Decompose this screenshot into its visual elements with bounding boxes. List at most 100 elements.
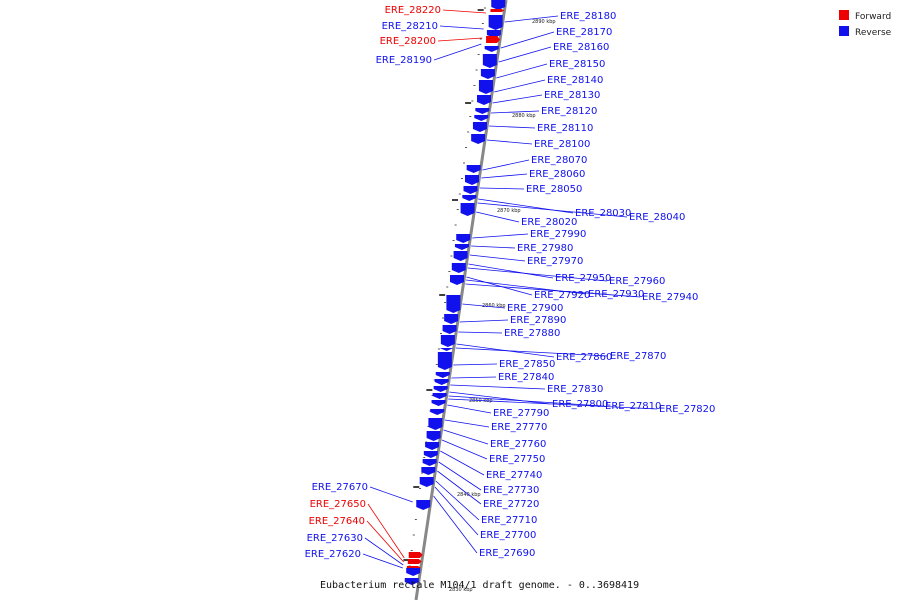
gene-label-ere-28220[interactable]: ERE_28220 bbox=[385, 5, 441, 16]
gene-leader-line bbox=[366, 520, 404, 563]
gene-label-ere-27980[interactable]: ERE_27980 bbox=[517, 243, 573, 254]
gene-leader-line bbox=[367, 503, 405, 559]
reverse-gene-block bbox=[423, 451, 438, 458]
gene-label-ere-28190[interactable]: ERE_28190 bbox=[376, 55, 432, 66]
gene-label-ere-27790[interactable]: ERE_27790 bbox=[493, 408, 549, 419]
reverse-gene-block bbox=[442, 325, 457, 334]
reverse-gene-block bbox=[421, 467, 436, 475]
reverse-gene-block bbox=[488, 15, 503, 30]
gene-label-ere-27890[interactable]: ERE_27890 bbox=[510, 315, 566, 326]
gene-label-ere-27920[interactable]: ERE_27920 bbox=[534, 290, 590, 301]
gene-leader-line bbox=[362, 553, 403, 569]
legend-forward-label: Forward bbox=[855, 12, 891, 22]
gene-label-ere-27750[interactable]: ERE_27750 bbox=[489, 454, 545, 465]
gene-label-ere-27770[interactable]: ERE_27770 bbox=[491, 422, 547, 433]
gene-label-ere-28180[interactable]: ERE_28180 bbox=[560, 11, 616, 22]
reverse-gene-block bbox=[434, 379, 449, 385]
gene-leader-line bbox=[491, 110, 540, 114]
gene-leader-line bbox=[369, 486, 413, 503]
gene-label-ere-27840[interactable]: ERE_27840 bbox=[498, 372, 554, 383]
gene-label-ere-27880[interactable]: ERE_27880 bbox=[504, 328, 560, 339]
gene-label-ere-27870[interactable]: ERE_27870 bbox=[610, 351, 666, 362]
gene-label-ere-27720[interactable]: ERE_27720 bbox=[483, 499, 539, 510]
reverse-gene-block bbox=[432, 393, 447, 399]
forward-gene-block bbox=[490, 9, 505, 12]
gene-label-ere-27640[interactable]: ERE_27640 bbox=[309, 516, 365, 527]
reverse-gene-block bbox=[472, 122, 487, 132]
gene-leader-line bbox=[437, 37, 483, 42]
gene-leader-line bbox=[465, 283, 641, 298]
label-layer: ERE_28220 ERE_28210 ERE_28200 ERE_28190 ERE_… bbox=[305, 5, 715, 569]
gene-label-ere-27970[interactable]: ERE_27970 bbox=[527, 256, 583, 267]
reverse-gene-block bbox=[416, 500, 431, 510]
gene-label-ere-28140[interactable]: ERE_28140 bbox=[547, 75, 603, 86]
gene-label-ere-27900[interactable]: ERE_27900 bbox=[507, 303, 563, 314]
gene-label-ere-28020[interactable]: ERE_28020 bbox=[521, 217, 577, 228]
forward-gene-block bbox=[407, 559, 422, 564]
reverse-gene-block bbox=[477, 95, 491, 105]
gene-label-ere-27830[interactable]: ERE_27830 bbox=[547, 384, 603, 395]
reverse-gene-block bbox=[440, 335, 455, 347]
gene-label-ere-27850[interactable]: ERE_27850 bbox=[499, 359, 555, 370]
gene-label-ere-28150[interactable]: ERE_28150 bbox=[549, 59, 605, 70]
gene-label-ere-27960[interactable]: ERE_27960 bbox=[609, 276, 665, 287]
gene-label-ere-27820[interactable]: ERE_27820 bbox=[659, 404, 715, 415]
kbp-tick-label: 2860 kbp bbox=[482, 303, 506, 309]
reverse-gene-block bbox=[428, 418, 443, 430]
gene-label-ere-27940[interactable]: ERE_27940 bbox=[642, 292, 698, 303]
gene-label-ere-27760[interactable]: ERE_27760 bbox=[490, 439, 546, 450]
gene-leader-line bbox=[479, 187, 525, 190]
reverse-gene-block bbox=[463, 186, 478, 194]
gene-leader-line bbox=[481, 173, 528, 179]
gene-label-ere-28210[interactable]: ERE_28210 bbox=[382, 21, 438, 32]
gene-label-ere-28060[interactable]: ERE_28060 bbox=[529, 169, 585, 180]
gene-label-ere-28100[interactable]: ERE_28100 bbox=[534, 139, 590, 150]
gene-leader-line bbox=[433, 43, 482, 61]
reverse-gene-block bbox=[462, 195, 477, 201]
gene-label-ere-27810[interactable]: ERE_27810 bbox=[605, 401, 661, 412]
gene-leader-line bbox=[500, 31, 555, 49]
gene-leader-line bbox=[469, 254, 526, 262]
gene-label-ere-28030[interactable]: ERE_28030 bbox=[575, 208, 631, 219]
gene-label-ere-28130[interactable]: ERE_28130 bbox=[544, 90, 600, 101]
kbp-tick-label: 2870 kbp bbox=[497, 208, 521, 214]
gene-label-ere-28050[interactable]: ERE_28050 bbox=[526, 184, 582, 195]
reverse-gene-block bbox=[484, 46, 499, 52]
gene-leader-line bbox=[435, 480, 480, 521]
gene-label-ere-28170[interactable]: ERE_28170 bbox=[556, 27, 612, 38]
reverse-gene-block bbox=[450, 275, 464, 285]
reverse-gene-block bbox=[460, 203, 475, 216]
gene-label-ere-27730[interactable]: ERE_27730 bbox=[483, 485, 539, 496]
gene-leader-line bbox=[476, 211, 520, 223]
gene-leader-line bbox=[472, 233, 529, 239]
gene-leader-line bbox=[459, 319, 509, 323]
gene-label-ere-27700[interactable]: ERE_27700 bbox=[480, 530, 536, 541]
gene-label-ere-28110[interactable]: ERE_28110 bbox=[537, 123, 593, 134]
gene-label-ere-28040[interactable]: ERE_28040 bbox=[629, 212, 685, 223]
gene-label-ere-27630[interactable]: ERE_27630 bbox=[307, 533, 363, 544]
gene-label-ere-28070[interactable]: ERE_28070 bbox=[531, 155, 587, 166]
gene-label-ere-27650[interactable]: ERE_27650 bbox=[310, 499, 366, 510]
gene-label-ere-27620[interactable]: ERE_27620 bbox=[305, 549, 361, 560]
reverse-gene-block bbox=[431, 400, 446, 406]
gene-label-ere-28160[interactable]: ERE_28160 bbox=[553, 42, 609, 53]
reverse-gene-block bbox=[478, 80, 493, 94]
gene-label-ere-27690[interactable]: ERE_27690 bbox=[479, 548, 535, 559]
reverse-gene-block bbox=[456, 234, 471, 243]
gene-leader-line bbox=[477, 202, 628, 218]
reverse-gene-block bbox=[465, 175, 479, 185]
reverse-gene-block bbox=[430, 409, 445, 415]
gene-label-ere-28200[interactable]: ERE_28200 bbox=[380, 36, 436, 47]
gene-label-ere-27710[interactable]: ERE_27710 bbox=[481, 515, 537, 526]
gene-leader-line bbox=[455, 347, 609, 357]
gene-label-ere-27860[interactable]: ERE_27860 bbox=[556, 352, 612, 363]
gene-label-ere-27740[interactable]: ERE_27740 bbox=[486, 470, 542, 481]
gene-label-ere-28120[interactable]: ERE_28120 bbox=[541, 106, 597, 117]
reverse-gene-block bbox=[406, 568, 421, 576]
gene-label-ere-27990[interactable]: ERE_27990 bbox=[530, 229, 586, 240]
gene-label-ere-27670[interactable]: ERE_27670 bbox=[312, 482, 368, 493]
gene-leader-line bbox=[498, 46, 552, 63]
gene-layer bbox=[404, 0, 506, 585]
gene-leader-line bbox=[441, 439, 488, 460]
gene-label-ere-27930[interactable]: ERE_27930 bbox=[588, 289, 644, 300]
